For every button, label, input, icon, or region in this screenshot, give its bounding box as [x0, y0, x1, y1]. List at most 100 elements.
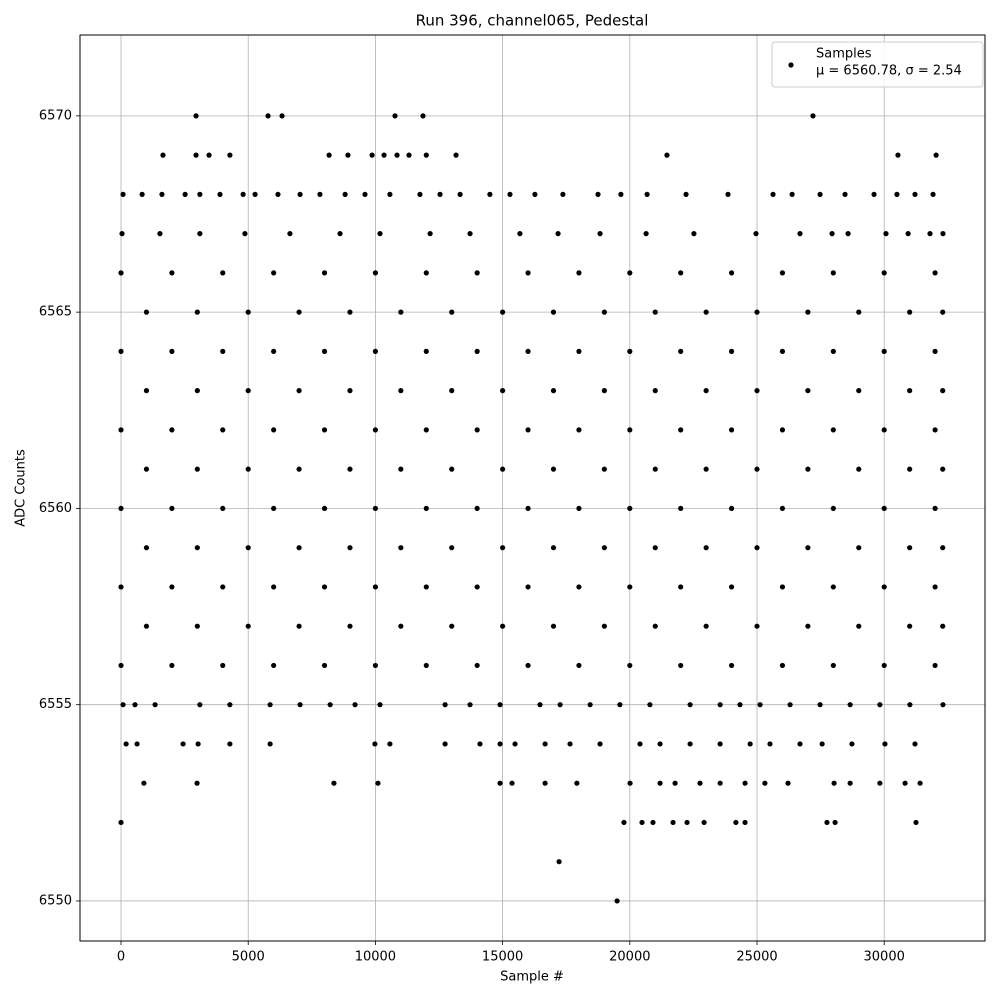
point	[271, 505, 277, 512]
point	[372, 427, 379, 433]
point	[684, 819, 690, 826]
point	[652, 309, 658, 315]
point	[297, 191, 303, 197]
x-tick-label: 20000	[609, 950, 650, 965]
point	[271, 348, 277, 354]
point	[652, 545, 658, 551]
point	[757, 702, 763, 708]
point	[550, 623, 557, 629]
point	[770, 191, 776, 197]
legend-label: Samples	[816, 47, 872, 62]
point	[275, 191, 281, 197]
point	[123, 741, 129, 747]
point	[372, 584, 379, 590]
point	[830, 584, 836, 590]
legend-box	[771, 41, 984, 88]
point	[387, 191, 393, 197]
legend: Samples μ = 6560.78, σ = 2.54	[771, 41, 984, 88]
point	[457, 191, 463, 197]
point	[912, 191, 918, 197]
point	[913, 819, 919, 826]
point	[717, 780, 723, 786]
point	[296, 309, 302, 315]
point	[143, 623, 150, 629]
point	[779, 662, 786, 669]
point	[296, 545, 302, 551]
point	[728, 427, 735, 433]
point	[733, 819, 739, 826]
point	[883, 231, 889, 237]
point	[601, 623, 607, 629]
point	[737, 702, 743, 708]
point	[118, 427, 124, 433]
point	[118, 348, 124, 354]
point	[728, 270, 735, 276]
point	[627, 270, 633, 276]
point	[406, 152, 412, 158]
point	[197, 702, 203, 708]
point	[377, 702, 383, 708]
point	[597, 231, 603, 237]
point	[805, 545, 811, 551]
point	[576, 270, 582, 276]
point	[672, 780, 678, 786]
x-tick-label: 5000	[232, 950, 265, 965]
point	[877, 702, 883, 708]
point	[372, 662, 379, 669]
point	[321, 427, 328, 433]
point	[550, 466, 557, 472]
point	[856, 466, 862, 472]
point	[742, 780, 748, 786]
point	[157, 231, 163, 237]
point	[427, 231, 433, 237]
point	[525, 584, 531, 590]
point	[845, 231, 851, 237]
point	[567, 741, 573, 747]
point	[907, 388, 913, 394]
point	[474, 505, 480, 512]
point	[907, 466, 913, 472]
point	[240, 191, 246, 197]
point	[525, 270, 531, 276]
point	[779, 505, 786, 512]
point	[829, 231, 835, 237]
point	[500, 466, 506, 472]
point	[265, 113, 271, 119]
point	[417, 191, 423, 197]
point	[754, 545, 760, 551]
point	[345, 152, 351, 158]
point	[194, 309, 200, 315]
point	[717, 702, 723, 708]
point	[847, 780, 853, 786]
point	[576, 584, 582, 590]
point	[905, 231, 911, 237]
point	[601, 309, 607, 315]
point	[152, 702, 158, 708]
point	[437, 191, 443, 197]
point	[932, 584, 938, 590]
point	[279, 113, 285, 119]
point	[830, 348, 836, 354]
point	[321, 584, 328, 590]
point	[805, 466, 811, 472]
point	[143, 545, 150, 551]
point	[420, 113, 426, 119]
point	[678, 348, 684, 354]
point	[194, 388, 200, 394]
point	[881, 348, 887, 354]
point	[557, 702, 563, 708]
point	[331, 780, 337, 786]
point	[474, 662, 480, 669]
point	[220, 584, 226, 590]
point	[819, 741, 825, 747]
point	[467, 231, 473, 237]
x-tick-label: 0	[117, 950, 125, 965]
point	[271, 584, 277, 590]
y-axis-label: ADC Counts	[14, 449, 29, 527]
point	[902, 780, 908, 786]
point	[169, 662, 175, 669]
point	[652, 623, 658, 629]
point	[423, 505, 429, 512]
point	[287, 231, 293, 237]
